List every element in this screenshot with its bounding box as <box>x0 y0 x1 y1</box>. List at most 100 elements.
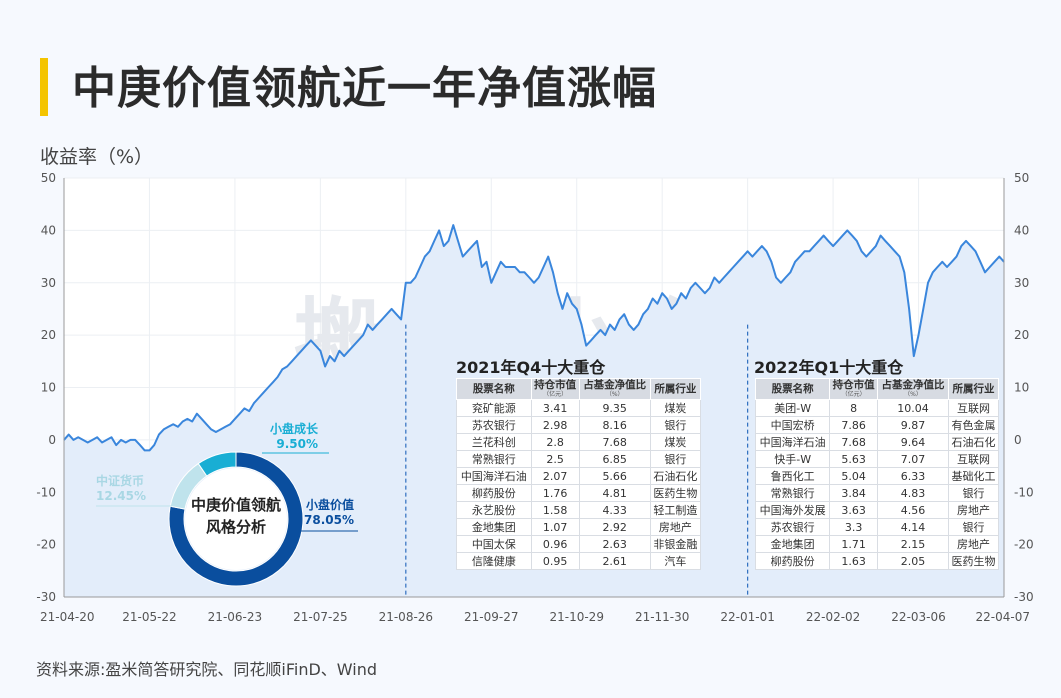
donut-center-line2: 风格分析 <box>205 518 266 536</box>
label-small-value: 小盘价值 78.05% <box>304 496 354 527</box>
table-cell: 石油石化 <box>649 467 702 485</box>
q1-holdings-table: 股票名称 持仓市值 （亿元） 占基金净值比 （%） 所属行业 美团-W 8 10.04 互联网 中国… <box>754 378 999 570</box>
table-row: 金地集团 1.71 2.15 房地产 <box>754 535 999 553</box>
table-cell: 8 <box>829 399 879 417</box>
table-cell: 10.04 <box>877 399 950 417</box>
table-cell: 银行 <box>649 450 702 468</box>
table-cell: 1.07 <box>530 518 580 536</box>
table-cell: 房地产 <box>948 501 999 519</box>
table-cell: 9.64 <box>877 433 950 451</box>
table-cell: 银行 <box>649 416 702 434</box>
table-row: 快手-W 5.63 7.07 互联网 <box>754 450 999 468</box>
table-cell: 基础化工 <box>948 467 999 485</box>
table-row: 中国海洋石油 2.07 5.66 石油石化 <box>456 467 702 485</box>
table-cell: 医药生物 <box>948 552 999 570</box>
table-cell: 汽车 <box>649 552 702 570</box>
header-text: 所属行业 <box>654 382 697 395</box>
table-cell: 柳药股份 <box>754 552 831 570</box>
table-cell: 8.16 <box>578 416 651 434</box>
table-cell: 2.07 <box>530 467 580 485</box>
y-tick-label-left: 50 <box>41 171 56 185</box>
header-text: 占基金净值比 <box>881 379 945 391</box>
table-cell: 快手-W <box>754 450 831 468</box>
header-unit: （%） <box>904 391 922 398</box>
table-cell: 1.71 <box>829 535 879 553</box>
label-small-value-value: 78.05% <box>304 513 354 527</box>
series-line <box>63 224 1005 452</box>
table-row: 柳药股份 1.76 4.81 医药生物 <box>456 484 702 502</box>
table-cell: 房地产 <box>649 518 702 536</box>
table-row: 中国海洋石油 7.68 9.64 石油石化 <box>754 433 999 451</box>
table-cell: 1.63 <box>829 552 879 570</box>
title-accent-bar <box>40 58 48 116</box>
table-cell: 永艺股份 <box>456 501 532 519</box>
x-tick-label: 22-04-07 <box>976 610 1030 624</box>
table-row: 柳药股份 1.63 2.05 医药生物 <box>754 552 999 570</box>
table-cell: 4.14 <box>877 518 950 536</box>
table-cell: 银行 <box>948 518 999 536</box>
header-text: 股票名称 <box>472 382 515 395</box>
x-tick-label: 21-05-22 <box>122 610 176 624</box>
header-text: 所属行业 <box>952 382 995 395</box>
header-unit: （亿元） <box>841 391 866 398</box>
table-cell: 常熟银行 <box>456 450 532 468</box>
table-row: 中国太保 0.96 2.63 非银金融 <box>456 535 702 553</box>
y-tick-label-right: -10 <box>1014 485 1034 499</box>
table-cell: 3.84 <box>829 484 879 502</box>
table-row: 中国海外发展 3.63 4.56 房地产 <box>754 501 999 519</box>
table-cell: 0.96 <box>530 535 580 553</box>
table-cell: 中国海洋石油 <box>754 433 831 451</box>
x-tick-label: 22-02-02 <box>806 610 860 624</box>
label-csi-money-value: 12.45% <box>96 489 146 503</box>
table-cell: 中国海外发展 <box>754 501 831 519</box>
header-text: 占基金净值比 <box>583 379 647 391</box>
x-tick-label: 21-11-30 <box>635 610 689 624</box>
table-row: 兰花科创 2.8 7.68 煤炭 <box>456 433 702 451</box>
table-cell: 2.63 <box>578 535 651 553</box>
y-tick-label-left: 20 <box>41 328 56 342</box>
table-row: 苏农银行 3.3 4.14 银行 <box>754 518 999 536</box>
table-cell: 2.05 <box>877 552 950 570</box>
table-cell: 美团-W <box>754 399 831 417</box>
label-small-growth-name: 小盘成长 <box>270 422 319 436</box>
y-tick-label-right: 30 <box>1014 276 1029 290</box>
table-cell: 2.5 <box>530 450 580 468</box>
table-cell: 常熟银行 <box>754 484 831 502</box>
table-cell: 3.41 <box>530 399 580 417</box>
table-cell: 7.86 <box>829 416 879 434</box>
y-tick-label-left: 0 <box>48 433 56 447</box>
table-cell: 6.33 <box>877 467 950 485</box>
table-header-cell: 所属行业 <box>649 378 702 400</box>
y-tick-label-left: 10 <box>41 381 56 395</box>
x-tick-label: 22-03-06 <box>891 610 945 624</box>
y-tick-label-right: 40 <box>1014 223 1029 237</box>
header-text: 持仓市值 <box>534 379 577 391</box>
x-tick-label: 21-07-25 <box>293 610 347 624</box>
x-tick-label: 21-08-26 <box>379 610 433 624</box>
y-tick-label-right: 0 <box>1014 433 1022 447</box>
x-tick-label: 22-01-01 <box>720 610 774 624</box>
page-title: 中庚价值领航近一年净值涨幅 <box>72 63 657 114</box>
table-cell: 银行 <box>948 484 999 502</box>
label-small-growth: 小盘成长 9.50% <box>270 420 318 451</box>
table-row: 常熟银行 3.84 4.83 银行 <box>754 484 999 502</box>
table-row: 金地集团 1.07 2.92 房地产 <box>456 518 702 536</box>
table-cell: 3.3 <box>829 518 879 536</box>
table-cell: 中国太保 <box>456 535 532 553</box>
table-header-row: 股票名称 持仓市值 （亿元） 占基金净值比 （%） 所属行业 <box>456 378 702 400</box>
y-tick-label-right: -30 <box>1014 590 1034 604</box>
y-tick-label-left: -10 <box>36 485 56 499</box>
donut-slice <box>197 451 237 477</box>
y-tick-label-left: -20 <box>36 538 56 552</box>
table-cell: 苏农银行 <box>456 416 532 434</box>
table-cell: 5.63 <box>829 450 879 468</box>
table-row: 苏农银行 2.98 8.16 银行 <box>456 416 702 434</box>
q4-holdings-title: 2021年Q4十大重仓 <box>456 358 606 377</box>
y-tick-label-left: -30 <box>36 590 56 604</box>
table-cell: 煤炭 <box>649 433 702 451</box>
table-cell: 3.63 <box>829 501 879 519</box>
table-row: 常熟银行 2.5 6.85 银行 <box>456 450 702 468</box>
table-cell: 7.68 <box>578 433 651 451</box>
x-tick-label: 21-10-29 <box>549 610 603 624</box>
q4-holdings-table: 股票名称 持仓市值 （亿元） 占基金净值比 （%） 所属行业 兖矿能源 3.41 9.35 煤炭苏… <box>456 378 702 570</box>
